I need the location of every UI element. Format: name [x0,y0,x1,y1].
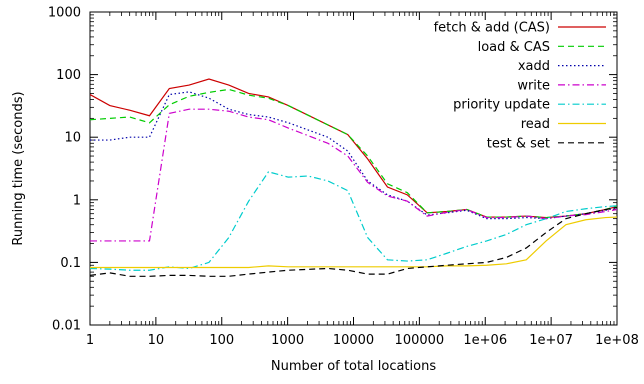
x-tick-label: 1 [86,333,94,348]
series-lines [90,78,617,277]
x-tick-label: 1e+07 [529,333,573,348]
y-tick-label: 0.1 [60,256,81,271]
series-line-fetch-add-cas [90,78,617,219]
x-tick-label: 10000 [333,333,374,348]
legend-label: fetch & add (CAS) [434,21,550,36]
legend: fetch & add (CAS) load & CAS xadd write prio… [434,21,606,151]
x-axis-label: Number of total locations [271,359,436,374]
series-line-priority-update [90,171,617,271]
x-tick-label: 1000 [271,333,304,348]
series-line-write [90,108,617,242]
series-line-xadd [90,91,617,220]
legend-label: xadd [518,59,550,74]
series-line-test-set [90,207,617,277]
legend-entry-test-set: test & set [487,136,606,151]
series-line-load-cas [90,88,617,219]
legend-entry-write: write [517,78,606,93]
legend-entry-priority-update: priority update [453,98,606,113]
y-tick-label: 100 [56,68,81,83]
x-tick-label: 1e+08 [595,333,639,348]
x-tick-label: 10 [148,333,165,348]
y-tick-label: 0.01 [52,319,81,334]
series-line-read [90,216,617,269]
x-tick-label: 100 [209,333,234,348]
legend-label: read [521,117,550,132]
legend-label: priority update [453,98,550,113]
legend-label: test & set [487,136,550,151]
legend-entry-xadd: xadd [518,59,606,74]
legend-label: write [517,78,550,93]
legend-label: load & CAS [478,40,550,55]
legend-entry-fetch-add-cas: fetch & add (CAS) [434,21,606,36]
y-tick-label: 10 [64,131,81,146]
legend-entry-read: read [521,117,606,132]
y-tick-label: 1000 [48,6,81,21]
y-axis-label: Running time (seconds) [11,91,26,245]
x-tick-label: 100000 [395,333,445,348]
x-tick-label: 1e+06 [463,333,507,348]
legend-entry-load-cas: load & CAS [478,40,606,55]
y-tick-label: 1 [73,193,81,208]
axes: 1 10 100 1000 10000 100000 1e+06 1e+07 1e+08 0.01… [48,6,639,349]
